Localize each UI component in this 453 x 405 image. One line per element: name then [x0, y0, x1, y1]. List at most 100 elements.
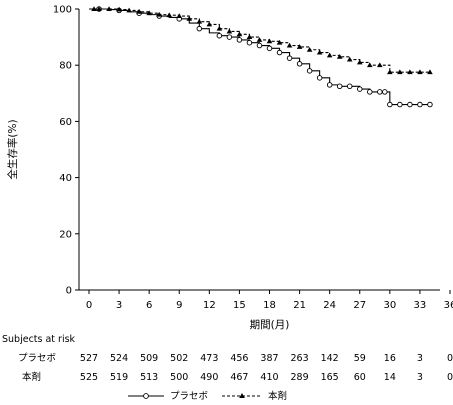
censor-mark-drug	[366, 62, 373, 68]
x-tick-label: 30	[383, 300, 396, 311]
legend-marker-placebo	[143, 393, 149, 399]
legend-label-drug: 本剤	[268, 390, 287, 402]
censor-mark-placebo	[382, 89, 388, 95]
legend-symbol-drug	[222, 393, 262, 398]
censor-mark-drug	[377, 62, 383, 68]
risk-count: 513	[140, 372, 158, 383]
censor-mark-placebo	[286, 55, 293, 61]
risk-count: 14	[384, 372, 396, 383]
x-tick-label: 27	[353, 300, 366, 311]
risk-count: 142	[321, 353, 339, 364]
risk-count: 165	[321, 372, 339, 383]
censor-mark-drug	[316, 49, 323, 55]
censor-mark-placebo	[216, 32, 223, 39]
censor-mark-drug	[236, 31, 243, 37]
censor-mark-placebo	[407, 101, 413, 108]
risk-count: 467	[230, 372, 248, 383]
y-tick-label: 60	[59, 117, 72, 128]
legend: プラセボ 本剤	[128, 390, 287, 402]
censor-mark-drug	[156, 11, 162, 17]
censor-mark-placebo	[346, 83, 353, 90]
censor-mark-drug	[296, 44, 303, 49]
censor-mark-placebo	[387, 101, 393, 108]
x-tick-label: 3	[116, 300, 122, 311]
risk-count: 3	[417, 372, 423, 383]
censor-mark-drug	[306, 46, 313, 52]
risk-count: 60	[354, 372, 366, 383]
censor-mark-drug	[196, 18, 203, 24]
censor-mark-placebo	[276, 49, 283, 56]
censor-mark-drug	[266, 38, 273, 44]
censor-mark-placebo	[367, 89, 373, 95]
risk-count: 410	[260, 372, 278, 383]
censor-mark-drug	[286, 42, 293, 48]
risk-count: 387	[260, 353, 278, 364]
risk-table-values: 527 524 509 502 473 456 387 263 142 59 16 3 0 525 519 5…	[80, 353, 453, 383]
legend-label-placebo: プラセボ	[170, 391, 209, 402]
censor-mark-drug	[166, 12, 173, 18]
risk-count: 263	[291, 353, 309, 364]
y-tick-label: 80	[59, 61, 72, 72]
censor-mark-drug	[146, 10, 152, 16]
censor-mark-placebo	[377, 89, 383, 95]
y-tick-label: 20	[59, 229, 72, 240]
censor-mark-drug	[397, 69, 403, 75]
censor-mark-placebo	[326, 82, 333, 88]
censor-mark-placebo	[196, 25, 203, 32]
x-tick-label: 0	[86, 300, 92, 311]
risk-row-label-placebo: プラセボ	[18, 353, 57, 364]
risk-count: 525	[80, 372, 98, 383]
x-tick-label: 18	[263, 300, 276, 311]
censor-mark-placebo	[236, 37, 243, 43]
censor-mark-placebo	[306, 68, 313, 74]
y-tick-label: 100	[53, 5, 72, 16]
censor-mark-placebo	[296, 61, 303, 67]
censor-mark-drug	[346, 56, 353, 62]
x-tick-label: 21	[293, 300, 306, 311]
censor-mark-placebo	[256, 42, 263, 49]
x-axis-title: 期間(月)	[250, 319, 290, 331]
censor-mark-drug	[326, 52, 333, 58]
risk-count: 502	[170, 353, 188, 364]
risk-count: 524	[110, 353, 128, 364]
plot-axes: 0369121518212427303336020406080100	[53, 5, 453, 312]
censor-mark-placebo	[226, 34, 233, 40]
y-axis-title: 全生存率(%)	[6, 119, 19, 179]
censor-mark-drug	[106, 6, 112, 11]
risk-count: 0	[447, 353, 453, 364]
censor-mark-placebo	[246, 39, 253, 46]
x-tick-label: 12	[203, 300, 216, 311]
censor-mark-placebo	[417, 101, 423, 108]
x-tick-label: 9	[176, 300, 182, 311]
censor-mark-drug	[116, 6, 122, 12]
risk-count: 473	[200, 353, 218, 364]
censor-mark-drug	[91, 6, 97, 11]
censor-mark-drug	[136, 9, 142, 14]
x-tick-label: 6	[146, 300, 152, 311]
censor-mark-placebo	[427, 101, 433, 108]
risk-count: 509	[140, 353, 158, 364]
censor-mark-drug	[246, 34, 253, 40]
risk-row-label-drug: 本剤	[22, 371, 41, 383]
risk-count: 0	[447, 372, 453, 383]
series-line-drug	[89, 8, 430, 73]
censor-mark-drug	[256, 37, 263, 42]
legend-symbol-placebo	[128, 393, 164, 399]
censor-mark-placebo	[316, 75, 323, 81]
censor-mark-drug	[96, 6, 102, 11]
censor-mark-drug	[176, 13, 183, 18]
risk-count: 456	[230, 353, 248, 364]
censor-mark-drug	[186, 16, 193, 21]
censor-mark-placebo	[357, 86, 363, 92]
x-tick-label: 15	[233, 300, 246, 311]
censor-mark-drug	[407, 69, 413, 75]
censor-mark-drug	[206, 21, 213, 27]
censor-mark-drug	[126, 7, 132, 13]
y-tick-label: 40	[59, 173, 72, 184]
x-tick-label: 24	[323, 300, 336, 311]
censor-mark-drug	[417, 69, 423, 75]
risk-count: 59	[354, 353, 366, 364]
censor-mark-placebo	[397, 101, 403, 108]
censor-mark-drug	[226, 28, 233, 34]
